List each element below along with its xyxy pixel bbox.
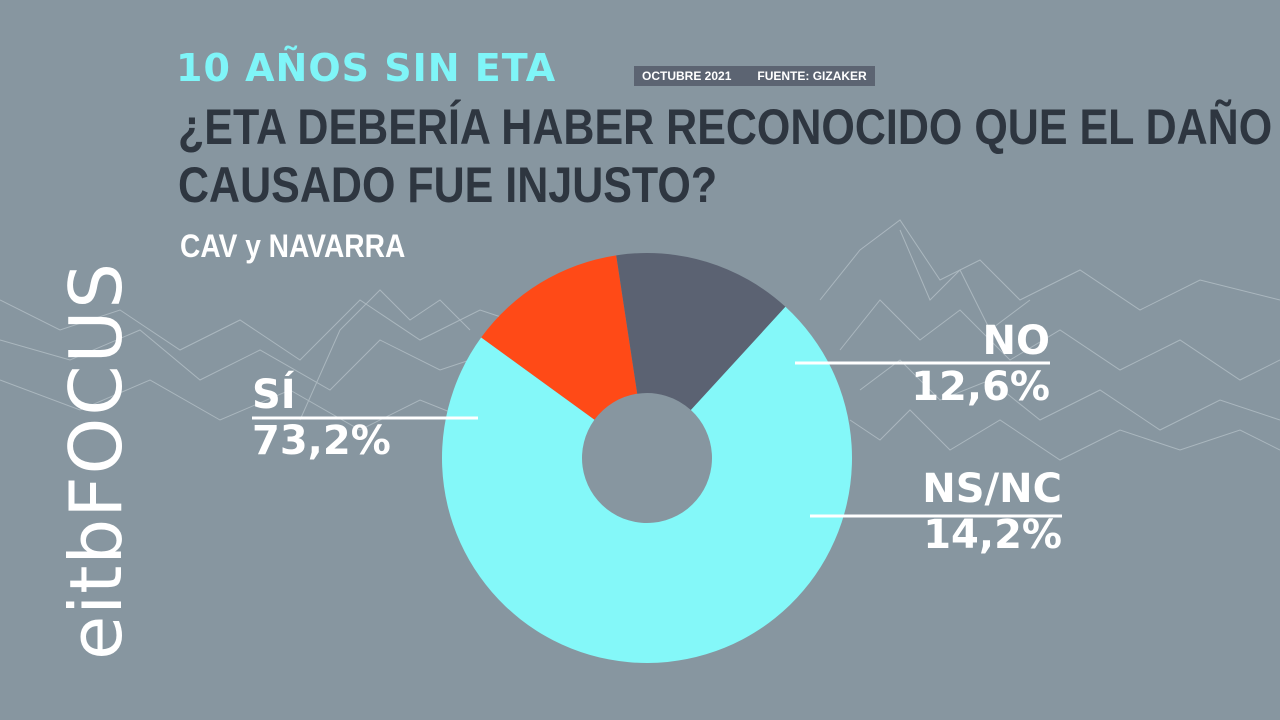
- question-line-2: CAUSADO FUE INJUSTO?: [178, 157, 718, 213]
- slice-nsnc: [616, 252, 786, 411]
- label-no-name: NO: [982, 318, 1050, 364]
- label-nsnc-name: NS/NC: [922, 466, 1062, 512]
- label-si-value: 73,2%: [252, 418, 391, 464]
- label-nsnc: NS/NC 14,2%: [922, 466, 1062, 558]
- slice-s: [441, 306, 852, 663]
- label-no: NO 12,6%: [911, 318, 1050, 410]
- slice-no: [481, 255, 638, 420]
- region-subtitle: CAV y NAVARRA: [180, 228, 406, 264]
- kicker-title: 10 AÑOS SIN ETA: [176, 46, 557, 90]
- meta-badge: OCTUBRE 2021 FUENTE: GIZAKER: [634, 66, 875, 86]
- label-si: SÍ 73,2%: [252, 372, 391, 464]
- label-no-value: 12,6%: [911, 364, 1050, 410]
- label-nsnc-value: 14,2%: [923, 512, 1062, 558]
- source-label: FUENTE: GIZAKER: [757, 69, 867, 83]
- date-label: OCTUBRE 2021: [642, 69, 732, 83]
- label-si-name: SÍ: [252, 372, 296, 418]
